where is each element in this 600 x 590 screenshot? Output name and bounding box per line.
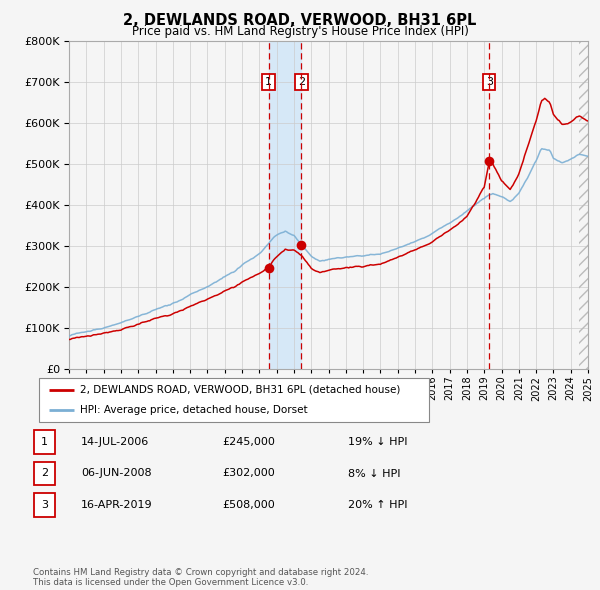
- Text: 19% ↓ HPI: 19% ↓ HPI: [348, 437, 407, 447]
- Text: 2: 2: [298, 77, 305, 87]
- Text: 3: 3: [41, 500, 48, 510]
- Text: 06-JUN-2008: 06-JUN-2008: [81, 468, 152, 478]
- Text: 2, DEWLANDS ROAD, VERWOOD, BH31 6PL: 2, DEWLANDS ROAD, VERWOOD, BH31 6PL: [124, 13, 476, 28]
- Text: 2: 2: [41, 468, 48, 478]
- Text: Contains HM Land Registry data © Crown copyright and database right 2024.
This d: Contains HM Land Registry data © Crown c…: [33, 568, 368, 587]
- Text: Price paid vs. HM Land Registry's House Price Index (HPI): Price paid vs. HM Land Registry's House …: [131, 25, 469, 38]
- Text: 8% ↓ HPI: 8% ↓ HPI: [348, 468, 401, 478]
- FancyBboxPatch shape: [39, 378, 429, 422]
- Text: HPI: Average price, detached house, Dorset: HPI: Average price, detached house, Dors…: [80, 405, 308, 415]
- FancyBboxPatch shape: [34, 461, 55, 486]
- Text: 1: 1: [41, 437, 48, 447]
- Text: 2, DEWLANDS ROAD, VERWOOD, BH31 6PL (detached house): 2, DEWLANDS ROAD, VERWOOD, BH31 6PL (det…: [80, 385, 400, 395]
- Text: 16-APR-2019: 16-APR-2019: [81, 500, 152, 510]
- Text: £508,000: £508,000: [222, 500, 275, 510]
- Text: 14-JUL-2006: 14-JUL-2006: [81, 437, 149, 447]
- Text: 20% ↑ HPI: 20% ↑ HPI: [348, 500, 407, 510]
- Text: £245,000: £245,000: [222, 437, 275, 447]
- Bar: [269, 41, 301, 369]
- Text: 1: 1: [265, 77, 272, 87]
- Bar: [580, 41, 588, 369]
- Text: 3: 3: [486, 77, 493, 87]
- FancyBboxPatch shape: [34, 493, 55, 517]
- FancyBboxPatch shape: [34, 430, 55, 454]
- Text: £302,000: £302,000: [222, 468, 275, 478]
